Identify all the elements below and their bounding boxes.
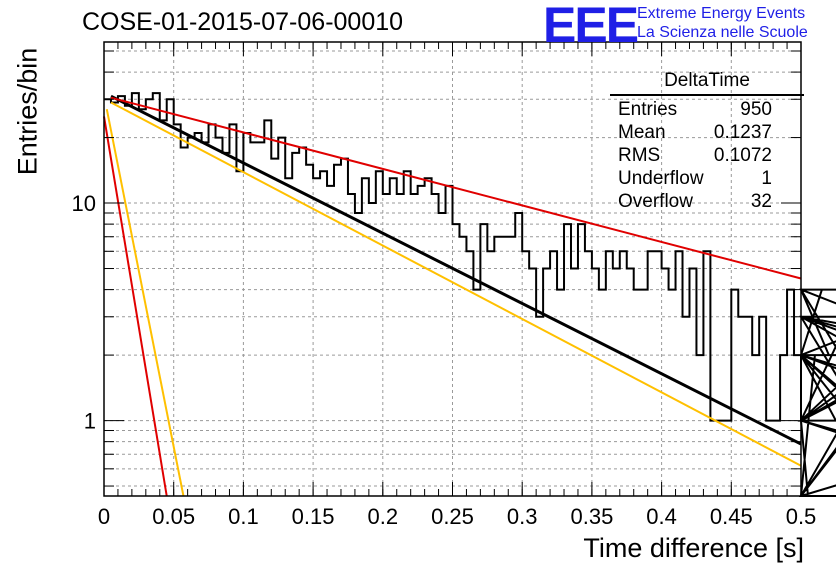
logo-line-2: La Scienza nelle Scuole [637,24,808,41]
eee-logo: EEE [543,0,639,53]
stats-label: Entries [618,99,678,120]
x-tick-label: 0.35 [570,504,613,529]
stats-box: DeltaTime Entries 950 Mean 0.1237 RMS 0.… [610,70,804,213]
x-tick-label: 0.4 [646,504,677,529]
x-tick-label: 0.5 [786,504,817,529]
axis-ticks [103,42,802,496]
tick-labels: 0 0.05 0.1 0.15 0.2 0.25 0.3 0.35 0.4 0.45 0.5 1 10 [72,191,817,529]
x-axis-label: Time difference [s] [583,533,804,563]
x-tick-label: 0 [98,504,110,529]
y-tick-label: 10 [72,191,96,216]
stats-row-rms: RMS 0.1072 [610,144,804,167]
y-axis-label: Entries/bin [12,47,43,176]
fit-curve [103,116,168,497]
stats-label: Mean [618,122,666,143]
stats-value: 0.1072 [713,145,772,166]
y-tick-label: 1 [84,409,96,434]
logo-caption: Extreme Energy Events La Scienza nelle S… [637,4,808,42]
fit-curves [103,94,802,497]
stats-row-mean: Mean 0.1237 [610,121,804,144]
stats-row-overflow: Overflow 32 [610,190,804,213]
stats-row-entries: Entries 950 [610,98,804,121]
stats-value: 32 [750,191,772,212]
stats-label: Underflow [618,168,704,189]
x-tick-label: 0.2 [368,504,399,529]
fit-curve [110,94,802,446]
stats-value: 0.1237 [713,122,772,143]
chart-title: COSE-01-2015-07-06-00010 [82,8,404,36]
x-tick-label: 0.1 [228,504,259,529]
fit-curve [110,101,802,467]
x-tick-label: 0.25 [431,504,474,529]
x-tick-label: 0.3 [507,504,538,529]
fit-curve [110,96,802,280]
stats-value: 950 [740,99,772,120]
stats-label: Overflow [618,191,693,212]
x-tick-label: 0.45 [710,504,753,529]
x-tick-label: 0.05 [152,504,195,529]
stats-value: 1 [761,168,772,189]
histogram-steps [104,92,836,497]
stats-row-underflow: Underflow 1 [610,167,804,190]
fit-curve [105,109,185,497]
stats-title: DeltaTime [610,70,804,96]
logo-line-1: Extreme Energy Events [637,5,806,22]
histogram [104,92,836,497]
stats-label: RMS [618,145,661,166]
x-tick-label: 0.15 [292,504,335,529]
